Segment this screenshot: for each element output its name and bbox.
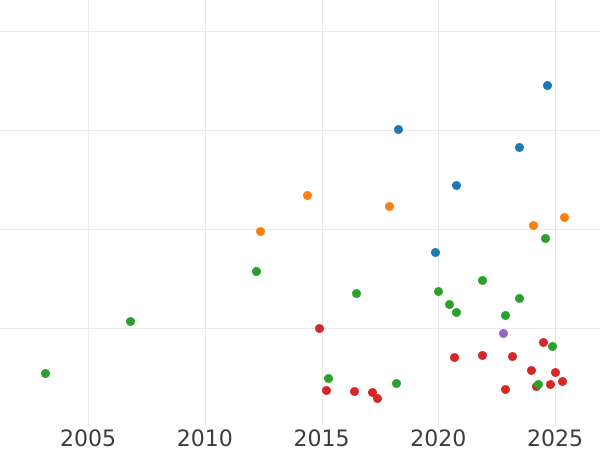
data-point-green xyxy=(452,307,462,317)
data-point-green xyxy=(548,342,558,352)
x-tick-label: 2025 xyxy=(527,427,583,450)
data-point-orange xyxy=(559,212,569,222)
data-point-green xyxy=(534,379,544,389)
data-point-green xyxy=(391,378,401,388)
data-point-orange xyxy=(529,220,539,230)
data-point-blue xyxy=(394,124,404,134)
x-gridline xyxy=(321,0,323,425)
data-point-red xyxy=(368,387,378,397)
y-gridline xyxy=(0,229,600,230)
y-gridline xyxy=(0,31,600,32)
data-point-blue xyxy=(515,143,525,153)
data-point-red xyxy=(557,376,567,386)
data-point-red xyxy=(545,379,555,389)
data-point-red xyxy=(527,366,537,376)
data-point-green xyxy=(445,299,455,309)
data-point-green xyxy=(125,316,135,326)
data-point-orange xyxy=(256,227,266,237)
data-point-green xyxy=(541,234,551,244)
data-point-red xyxy=(321,385,331,395)
data-point-orange xyxy=(384,201,394,211)
x-gridline xyxy=(88,0,89,425)
y-gridline xyxy=(0,130,600,131)
data-point-green xyxy=(478,275,488,285)
data-point-red xyxy=(314,324,324,334)
x-tick-label: 2015 xyxy=(293,427,350,450)
data-point-purple xyxy=(499,329,509,339)
x-gridline xyxy=(438,0,440,425)
data-point-green xyxy=(251,267,261,277)
data-point-blue xyxy=(543,80,553,90)
data-point-orange xyxy=(302,190,312,200)
data-point-green xyxy=(433,286,443,296)
data-point-green xyxy=(324,373,333,383)
x-gridline xyxy=(555,0,556,425)
data-point-green xyxy=(515,293,525,303)
data-point-red xyxy=(478,351,488,361)
data-point-red xyxy=(550,368,560,378)
data-point-green xyxy=(352,288,362,298)
x-gridline xyxy=(204,0,206,425)
x-tick-label: 2020 xyxy=(410,427,467,450)
data-point-red xyxy=(349,386,359,396)
data-point-blue xyxy=(431,248,441,258)
data-point-red xyxy=(373,393,383,403)
data-point-blue xyxy=(452,180,462,190)
x-tick-label: 2005 xyxy=(60,427,116,450)
x-tick-label: 2010 xyxy=(176,427,233,450)
data-point-red xyxy=(501,384,511,394)
data-point-red xyxy=(508,352,518,362)
y-gridline xyxy=(0,328,600,329)
data-point-red xyxy=(538,338,548,348)
data-point-green xyxy=(501,310,511,320)
data-point-green xyxy=(41,369,51,379)
data-point-red xyxy=(450,353,460,363)
